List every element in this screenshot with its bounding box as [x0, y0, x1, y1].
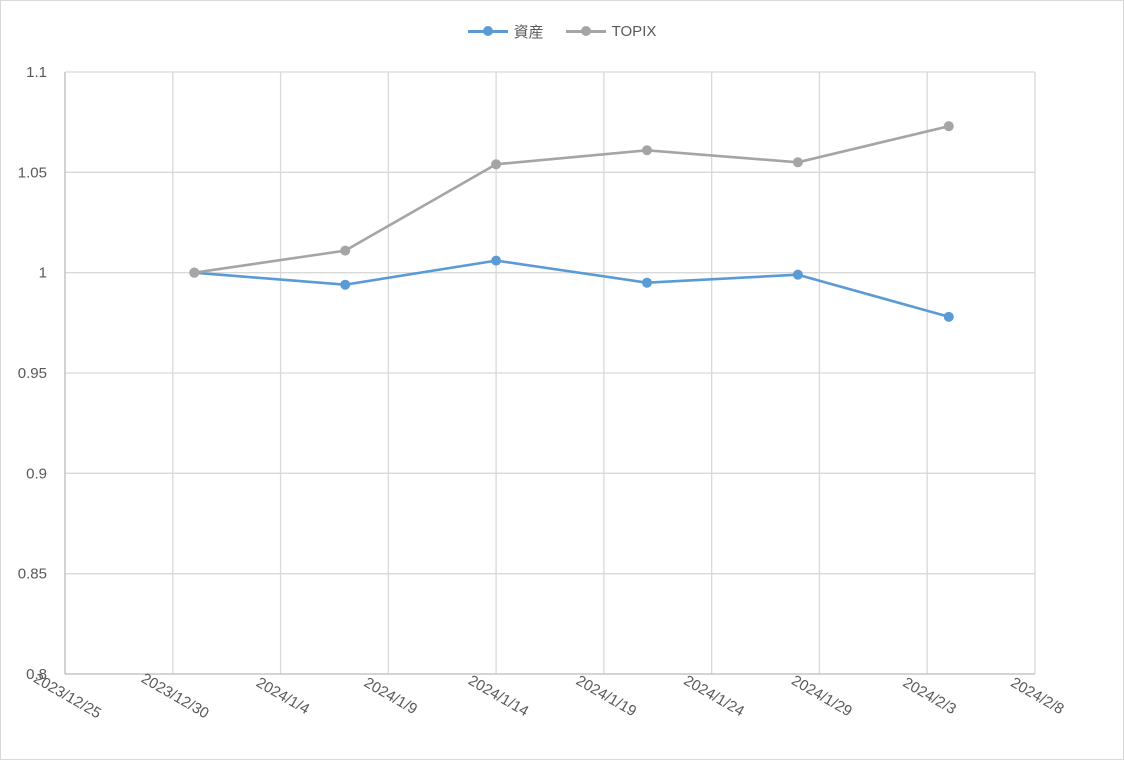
y-tick-label: 0.85 [18, 566, 47, 583]
data-point[interactable] [792, 157, 803, 168]
y-tick-label: 1.1 [26, 64, 47, 81]
x-tick-label: 2023/12/30 [138, 670, 212, 722]
legend-label-asset: 資産 [513, 23, 544, 41]
x-tick-label: 2024/2/8 [1008, 674, 1067, 718]
x-tick-label: 2023/12/25 [30, 670, 104, 722]
legend: 資産 TOPIX [0, 18, 1124, 44]
x-tick-label: 2024/1/9 [361, 674, 420, 718]
series-line [194, 259, 950, 319]
axes [64, 72, 1035, 675]
data-point[interactable] [189, 267, 200, 278]
legend-swatch-topix [565, 25, 606, 37]
series-line [194, 124, 950, 274]
x-tick-label: 2024/1/29 [789, 672, 855, 720]
legend-item-topix[interactable]: TOPIX [565, 22, 657, 40]
data-point[interactable] [943, 311, 954, 322]
y-tick-label: 0.8 [26, 666, 47, 683]
legend-swatch-asset [467, 25, 508, 37]
x-tick-label: 2024/1/24 [681, 672, 747, 720]
y-tick-label: 1 [39, 265, 47, 282]
gridlines [64, 71, 1036, 675]
data-point[interactable] [792, 269, 803, 280]
series-layer [189, 121, 954, 322]
data-point[interactable] [491, 255, 502, 266]
data-point[interactable] [340, 279, 351, 290]
y-tick-label: 1.05 [18, 164, 47, 181]
y-tick-label: 0.95 [18, 365, 47, 382]
data-point[interactable] [943, 121, 954, 132]
data-point[interactable] [340, 245, 351, 256]
x-tick-label: 2024/1/4 [253, 674, 312, 718]
series-1 [189, 121, 954, 278]
tick-labels: 0.8 0.85 0.9 0.95 1 1.05 1.1 2023/12/25 2023/12/… [18, 64, 1067, 722]
legend-label-topix: TOPIX [611, 22, 657, 40]
legend-item-asset[interactable]: 資産 [467, 21, 544, 42]
x-tick-label: 2024/1/19 [573, 672, 639, 720]
x-tick-label: 2024/1/14 [465, 672, 531, 720]
x-tick-label: 2024/2/3 [900, 674, 959, 718]
y-tick-label: 0.9 [26, 465, 47, 482]
series-0 [189, 255, 954, 322]
data-point[interactable] [642, 145, 652, 156]
data-point[interactable] [642, 277, 652, 288]
data-point[interactable] [491, 159, 502, 170]
